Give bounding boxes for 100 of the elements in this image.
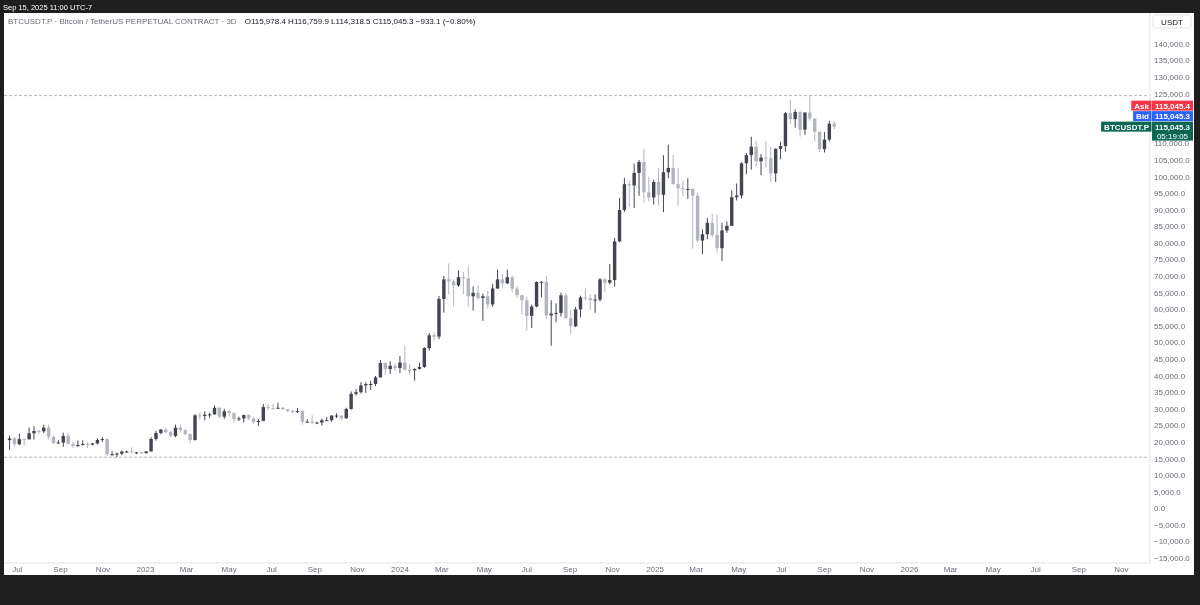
candlestick bbox=[32, 425, 36, 441]
y-axis-title: USDT bbox=[1161, 17, 1183, 26]
candlestick bbox=[681, 180, 685, 197]
candlestick bbox=[637, 159, 641, 197]
candlestick bbox=[71, 441, 75, 449]
x-tick-label: Nov bbox=[350, 564, 365, 574]
x-tick-label: Mar bbox=[943, 564, 958, 574]
candlestick bbox=[481, 293, 485, 322]
candlestick bbox=[198, 411, 202, 421]
y-tick-label: 125,000.0 bbox=[1154, 89, 1191, 99]
y-tick-label: 50,000.0 bbox=[1154, 337, 1186, 347]
candlestick bbox=[310, 414, 314, 425]
candlestick bbox=[788, 99, 793, 125]
x-tick-label: Jul bbox=[1030, 564, 1042, 574]
candlestick bbox=[647, 176, 651, 202]
x-tick-label: 2023 bbox=[136, 564, 155, 574]
y-tick-label: 75,000.0 bbox=[1154, 254, 1186, 264]
x-tick-label: May bbox=[476, 564, 492, 574]
y-tick-label: 110,000.0 bbox=[1154, 138, 1190, 148]
x-tick-label: Mar bbox=[689, 564, 704, 574]
candlestick bbox=[608, 263, 612, 285]
y-tick-label: 35,000.0 bbox=[1154, 387, 1186, 397]
x-tick-label: Jul bbox=[266, 564, 278, 574]
candlestick bbox=[76, 440, 80, 448]
candlestick bbox=[432, 332, 436, 342]
x-tick-label: May bbox=[221, 564, 237, 574]
y-tick-label: 60,000.0 bbox=[1154, 304, 1186, 314]
annotation: BTCUSDT.P bbox=[1104, 122, 1150, 132]
x-tick-label: Nov bbox=[95, 564, 111, 574]
candlestick bbox=[715, 214, 719, 254]
candlestick bbox=[686, 177, 690, 200]
x-tick-label: Nov bbox=[1114, 564, 1129, 574]
candlestick bbox=[276, 402, 280, 410]
y-tick-label: 85,000.0 bbox=[1154, 221, 1186, 231]
x-tick-label: Mar bbox=[179, 564, 194, 574]
y-tick-label: 95,000.0 bbox=[1154, 188, 1186, 198]
candlestick bbox=[407, 363, 412, 376]
candlestick bbox=[554, 302, 558, 323]
candlestick bbox=[603, 277, 607, 293]
y-tick-label: 30,000.0 bbox=[1154, 404, 1186, 414]
candlestick bbox=[349, 391, 353, 411]
y-tick-label: 0.0 bbox=[1154, 503, 1166, 513]
candlestick bbox=[237, 416, 241, 422]
y-tick-label: 100,000.0 bbox=[1154, 172, 1191, 182]
y-tick-label: 45,000.0 bbox=[1154, 354, 1186, 364]
candlestick bbox=[564, 292, 568, 320]
candlestick bbox=[27, 427, 31, 441]
y-tick-label: 25,000.0 bbox=[1154, 420, 1186, 430]
annotation: Bid bbox=[1136, 111, 1150, 121]
candlestick bbox=[700, 228, 705, 255]
candlestick bbox=[354, 388, 358, 397]
candlestick bbox=[632, 163, 636, 209]
x-tick-label: Mar bbox=[434, 564, 449, 574]
y-tick-label: 140,000.0 bbox=[1154, 39, 1191, 49]
y-tick-label: −10,000.0 bbox=[1154, 536, 1191, 546]
x-tick-label: Jul bbox=[776, 564, 787, 574]
x-tick-label: Sep bbox=[562, 564, 578, 574]
x-tick-label: Nov bbox=[605, 564, 620, 574]
candlestick bbox=[764, 140, 768, 169]
candlestick bbox=[471, 285, 475, 312]
candlestick bbox=[320, 418, 324, 427]
candlestick bbox=[759, 153, 763, 176]
chart-title: BTCUSDT.P · Bitcoin / TetherUS PERPETUAL CONTRACT · 3D bbox=[8, 16, 237, 26]
candlestick bbox=[598, 277, 602, 302]
x-tick-label: Nov bbox=[859, 564, 875, 574]
candlestick bbox=[661, 154, 666, 213]
y-tick-label: 105,000.0 bbox=[1154, 155, 1191, 165]
annotation: Ask bbox=[1134, 101, 1150, 111]
candlestick bbox=[525, 296, 529, 332]
y-tick-label: 90,000.0 bbox=[1154, 205, 1186, 215]
candlestick bbox=[798, 110, 802, 138]
y-tick-label: 80,000.0 bbox=[1154, 238, 1186, 248]
y-tick-label: 15,000.0 bbox=[1154, 454, 1186, 464]
candlestick bbox=[442, 275, 446, 314]
candlestick bbox=[359, 381, 363, 395]
y-tick-label: 40,000.0 bbox=[1154, 371, 1186, 381]
candlestick bbox=[476, 284, 480, 301]
x-tick-label: May bbox=[731, 564, 747, 574]
y-tick-label: 65,000.0 bbox=[1154, 288, 1186, 298]
candlestick bbox=[398, 355, 402, 374]
candlestick bbox=[754, 140, 758, 167]
y-tick-label: −5,000.0 bbox=[1154, 520, 1186, 530]
y-tick-label: 130,000.0 bbox=[1154, 72, 1191, 82]
candlestick bbox=[691, 187, 695, 250]
x-tick-label: Sep bbox=[53, 564, 69, 574]
y-tick-label: 55,000.0 bbox=[1154, 321, 1186, 331]
x-tick-label: 2024 bbox=[391, 564, 410, 574]
candlestick bbox=[37, 429, 41, 435]
candlestick bbox=[676, 167, 680, 207]
candlestick bbox=[559, 292, 563, 318]
candlestick bbox=[305, 418, 309, 424]
candlestick bbox=[271, 403, 275, 411]
candlestick bbox=[720, 222, 724, 262]
x-tick-label: Sep bbox=[817, 564, 833, 574]
chart-subtitle: O115,978.4 H116,759.9 L114,318.5 C115,045.3 −933.1 (−0.80%) bbox=[244, 16, 476, 26]
x-tick-label: Sep bbox=[307, 564, 323, 574]
x-tick-label: Jul bbox=[521, 564, 533, 574]
y-tick-label: 20,000.0 bbox=[1154, 437, 1186, 447]
x-tick-label: Sep bbox=[1071, 564, 1087, 574]
candlestick bbox=[403, 345, 407, 372]
